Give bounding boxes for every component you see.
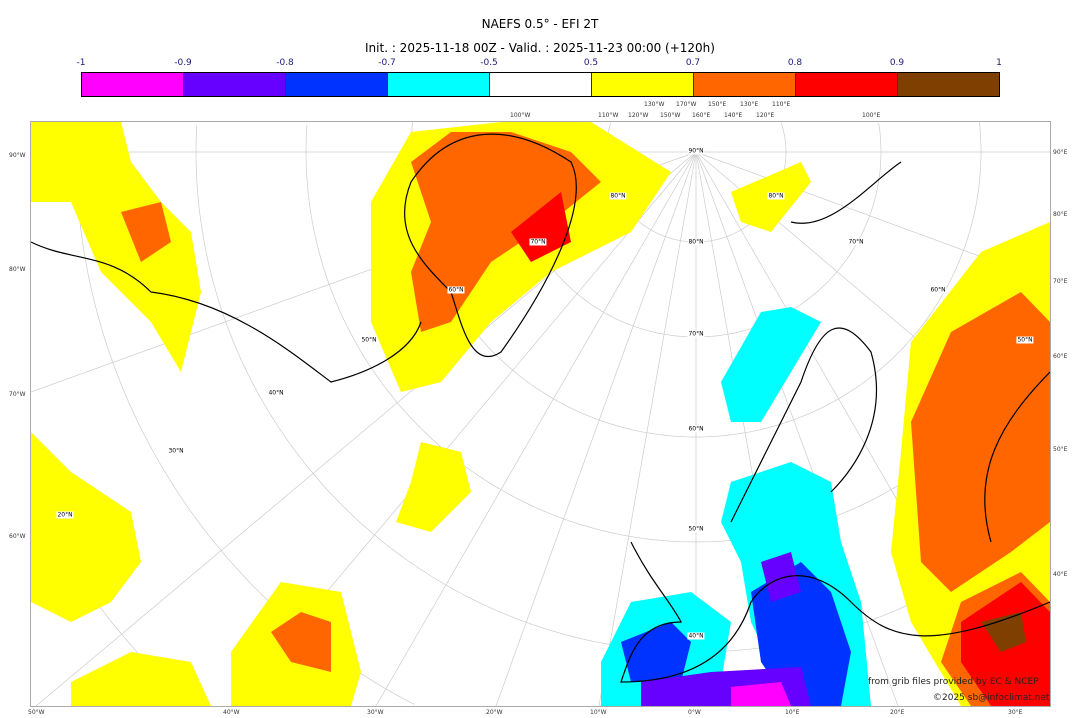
latitude-label: 40°N	[267, 389, 285, 397]
colorbar-bin	[82, 73, 184, 96]
latitude-label: 70°N	[687, 330, 705, 338]
colorbar-bin	[286, 73, 388, 96]
colorbar-tick: -1	[76, 58, 86, 68]
efi-brown	[981, 612, 1026, 652]
efi-orange	[121, 132, 1050, 706]
latitude-circle	[878, 123, 882, 152]
axis-label: 170°W	[676, 101, 697, 108]
colorbar	[81, 72, 1000, 97]
axis-label: 100°W	[510, 112, 531, 119]
colorbar-bin	[796, 73, 898, 96]
latitude-label: 70°N	[847, 238, 865, 246]
efi-map: 90°N 80°N 80°N 70°N 80°N 70°N 60°N 60°N 70°N 50°N…	[30, 121, 1051, 707]
colorbar-bin	[388, 73, 490, 96]
colorbar-bin	[184, 73, 286, 96]
axis-label: 20°E	[890, 709, 905, 716]
axis-label: 90°E	[1053, 149, 1068, 156]
axis-label: 0°W	[688, 709, 701, 716]
axis-label: 70°W	[9, 391, 26, 398]
axis-label: 10°E	[785, 709, 800, 716]
axis-label: 20°W	[486, 709, 503, 716]
colorbar-bin	[490, 73, 592, 96]
chart-title: NAEFS 0.5° - EFI 2T	[481, 17, 599, 31]
axis-label: 60°E	[1053, 353, 1068, 360]
colorbar-tick: 0.7	[685, 58, 701, 68]
copyright-credit: ©2025 sb@infoclimat.net	[933, 693, 1050, 703]
colorbar-tick: -0.5	[480, 58, 498, 68]
axis-label: 140°E	[724, 112, 743, 119]
coastlines	[31, 133, 1050, 683]
axis-label: 50°E	[1053, 446, 1068, 453]
latitude-label: 80°N	[609, 192, 627, 200]
colorbar-tick: 0.9	[889, 58, 905, 68]
axis-label: 110°E	[772, 101, 791, 108]
colorbar-tick: 0.5	[583, 58, 599, 68]
axis-label: 80°E	[1053, 211, 1068, 218]
axis-label: 40°W	[223, 709, 240, 716]
axis-label: 150°W	[660, 112, 681, 119]
colorbar-tick: -0.9	[174, 58, 192, 68]
axis-label: 130°W	[644, 101, 665, 108]
colorbar-bin	[898, 73, 999, 96]
latitude-circle	[979, 122, 982, 152]
axis-label: 160°E	[692, 112, 711, 119]
map-canvas	[31, 122, 1050, 706]
latitude-label: 90°N	[687, 147, 705, 155]
axis-label: 100°E	[862, 112, 881, 119]
latitude-label: 50°N	[687, 525, 705, 533]
axis-label: 120°E	[756, 112, 775, 119]
axis-label: 60°W	[9, 533, 26, 540]
axis-label: 150°E	[708, 101, 727, 108]
latitude-label: 70°N	[529, 238, 547, 246]
chart-subtitle: Init. : 2025-11-18 00Z - Valid. : 2025-1…	[365, 41, 715, 55]
latitude-circle	[780, 122, 787, 152]
axis-label: 110°W	[598, 112, 619, 119]
axis-label: 90°W	[9, 152, 26, 159]
latitude-circle	[195, 125, 1050, 653]
latitude-label: 80°N	[767, 192, 785, 200]
latitude-label: 40°N	[687, 632, 705, 640]
latitude-label: 60°N	[687, 425, 705, 433]
axis-label: 30°W	[367, 709, 384, 716]
latitude-label: 60°N	[929, 286, 947, 294]
latitude-label: 60°N	[447, 286, 465, 294]
colorbar-tick: -0.8	[276, 58, 294, 68]
axis-label: 30°E	[1008, 709, 1023, 716]
axis-label: 10°W	[590, 709, 607, 716]
latitude-label: 20°N	[56, 511, 74, 519]
axis-label: 130°E	[740, 101, 759, 108]
axis-label: 70°E	[1053, 278, 1068, 285]
axis-label: 50°W	[28, 709, 45, 716]
latitude-label: 50°N	[1016, 336, 1034, 344]
axis-label: 80°W	[9, 266, 26, 273]
latitude-label: 30°N	[167, 447, 185, 455]
efi-magenta	[731, 682, 791, 706]
colorbar-tick: 0.8	[787, 58, 803, 68]
axis-label: 120°W	[628, 112, 649, 119]
axis-label: 40°E	[1053, 571, 1068, 578]
colorbar-tick: -0.7	[378, 58, 396, 68]
latitude-label: 80°N	[687, 238, 705, 246]
latitude-label: 50°N	[360, 336, 378, 344]
source-credit: from grib files provided by EC & NCEP	[868, 677, 1039, 687]
colorbar-bin	[592, 73, 694, 96]
colorbar-bin	[694, 73, 796, 96]
colorbar-tick: 1	[996, 58, 1002, 68]
